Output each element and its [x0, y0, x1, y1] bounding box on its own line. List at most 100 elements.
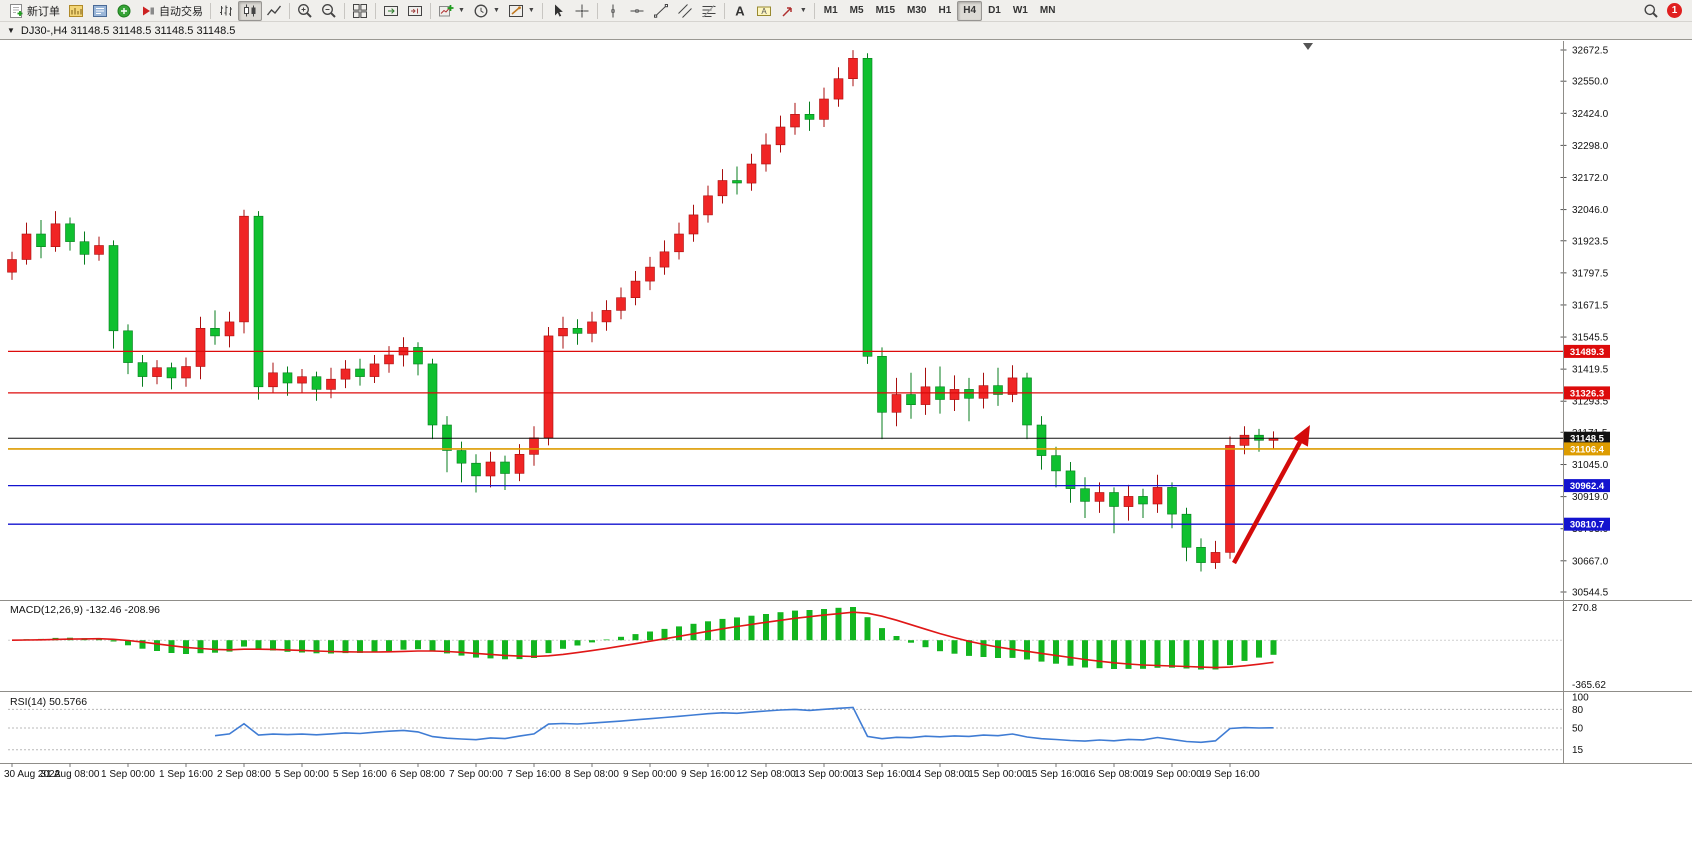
time-axis-label: 1 Sep 16:00 — [159, 769, 213, 780]
timeframe-MN[interactable]: MN — [1039, 5, 1056, 16]
trendline-button[interactable] — [649, 1, 673, 21]
timeframe-W1[interactable]: W1 — [1012, 5, 1028, 16]
trend-arrow-annotation[interactable] — [1232, 425, 1310, 565]
fibonacci-icon — [702, 4, 716, 17]
tile-windows-button[interactable] — [348, 1, 372, 21]
indicators-icon — [439, 4, 454, 16]
toolbar-separator — [289, 2, 290, 19]
price-tag-30810.7: 30810.7 — [1564, 517, 1610, 531]
time-axis-label: 16 Sep 08:00 — [1084, 769, 1144, 780]
toolbar: 新订单 自动交易 ▼ ▼ ▼ A A ▼ M1 M5 M15 M30 H1 H4 D1 W1 MN 1 — [0, 0, 1692, 22]
toolbar-separator — [344, 2, 345, 19]
chart-dropdown-icon[interactable]: ▼ — [7, 26, 15, 35]
toolbar-separator — [210, 2, 211, 19]
text-button[interactable]: A — [728, 1, 752, 21]
time-axis-label: 7 Sep 00:00 — [449, 769, 503, 780]
timeframe-M15[interactable]: M15 — [875, 5, 896, 16]
rsi-axis-tick: 80 — [1572, 705, 1584, 716]
time-axis-label: 7 Sep 16:00 — [507, 769, 561, 780]
price-axis-tick: 30667.0 — [1572, 556, 1609, 567]
price-axis-tick: 31293.5 — [1572, 397, 1609, 408]
horizontal-line-icon — [630, 8, 644, 13]
vertical-line-button[interactable] — [601, 1, 625, 21]
bar-chart-icon — [220, 5, 232, 16]
text-label-button[interactable]: A — [752, 1, 776, 21]
price-axis-tick: 30544.5 — [1572, 588, 1609, 599]
auto-trading-button-label: 自动交易 — [159, 5, 203, 18]
caret-down-icon: ▼ — [492, 7, 500, 14]
cursor-icon — [554, 4, 563, 17]
trendline-icon — [653, 3, 668, 18]
price-axis-tick: 30919.0 — [1572, 492, 1609, 503]
auto-trading-button[interactable]: 自动交易 — [136, 1, 207, 21]
timeframe-H4[interactable]: H4 — [957, 0, 983, 21]
zoom-out-icon — [322, 3, 336, 18]
candlestick-chart-button[interactable] — [238, 0, 262, 21]
time-axis-label: 8 Sep 08:00 — [565, 769, 619, 780]
price-tag-30962.4: 30962.4 — [1564, 479, 1610, 493]
macd-axis-max: 270.8 — [1572, 603, 1597, 614]
periods-button[interactable]: ▼ — [469, 1, 504, 21]
candlestick-series — [7, 50, 1279, 572]
crosshair-button[interactable] — [570, 1, 594, 21]
price-axis-tick: 31923.5 — [1572, 236, 1609, 247]
rsi-axis-tick: 100 — [1572, 693, 1589, 704]
price-tag-31489.3: 31489.3 — [1564, 344, 1610, 358]
timeframe-M1[interactable]: M1 — [823, 5, 838, 16]
time-axis-label: 13 Sep 16:00 — [852, 769, 912, 780]
auto-scroll-icon — [384, 5, 398, 16]
new-order-button[interactable]: 新订单 — [4, 1, 64, 21]
rsi-axis-tick: 15 — [1572, 745, 1584, 756]
crosshair-icon — [575, 4, 589, 17]
terminal-icon — [117, 4, 131, 17]
chart-titlebar: ▼ DJ30-,H4 31148.5 31148.5 31148.5 31148… — [0, 22, 1692, 40]
caret-down-icon: ▼ — [799, 7, 807, 14]
horizontal-line-button[interactable] — [625, 1, 649, 21]
market-watch-icon — [69, 4, 83, 17]
terminal-button[interactable] — [112, 1, 136, 21]
fibonacci-button[interactable] — [697, 1, 721, 21]
auto-scroll-button[interactable] — [379, 1, 403, 21]
zoom-in-icon — [298, 3, 312, 18]
search-icon — [1644, 4, 1658, 18]
chart-shift-icon — [408, 5, 422, 16]
zoom-in-button[interactable] — [293, 1, 317, 21]
channel-button[interactable] — [673, 1, 697, 21]
time-axis-label: 5 Sep 00:00 — [275, 769, 329, 780]
navigator-button[interactable] — [88, 1, 112, 21]
arrows-button[interactable]: ▼ — [776, 1, 811, 21]
time-axis-label: 30 Aug 2022 — [4, 769, 61, 780]
text-icon: A — [735, 3, 745, 18]
toolbar-separator — [541, 2, 543, 19]
chart-shift-marker[interactable] — [1303, 43, 1313, 50]
timeframe-D1[interactable]: D1 — [988, 5, 1001, 16]
templates-icon — [508, 4, 523, 17]
price-axis-tick: 31797.5 — [1572, 268, 1609, 279]
timeframe-H1[interactable]: H1 — [938, 5, 952, 16]
price-tag-31148.5: 31148.5 — [1564, 431, 1610, 445]
bar-chart-button[interactable] — [214, 1, 238, 21]
zoom-out-button[interactable] — [317, 1, 341, 21]
indicators-button[interactable]: ▼ — [434, 1, 469, 21]
time-axis-label: 31 Aug 08:00 — [41, 769, 100, 780]
templates-button[interactable]: ▼ — [504, 1, 539, 21]
market-watch-button[interactable] — [64, 1, 88, 21]
chart-shift-button[interactable] — [403, 1, 427, 21]
timeframe-M5[interactable]: M5 — [849, 5, 864, 16]
timeframe-M30[interactable]: M30 — [907, 5, 927, 16]
time-axis-label: 9 Sep 00:00 — [623, 769, 677, 780]
line-chart-button[interactable] — [262, 1, 286, 21]
notification-badge[interactable]: 1 — [1667, 3, 1682, 18]
vertical-line-icon — [611, 4, 615, 17]
price-axis-tick: 31045.0 — [1572, 460, 1609, 471]
rsi-line — [214, 706, 1274, 744]
price-axis-tick: 31419.5 — [1572, 365, 1609, 376]
cursor-button[interactable] — [546, 1, 570, 21]
arrows-icon — [782, 6, 792, 17]
search-button[interactable] — [1639, 1, 1663, 21]
periods-icon — [474, 4, 488, 17]
price-axis-tick: 32172.0 — [1572, 173, 1609, 184]
new-order-button-label: 新订单 — [27, 5, 60, 18]
